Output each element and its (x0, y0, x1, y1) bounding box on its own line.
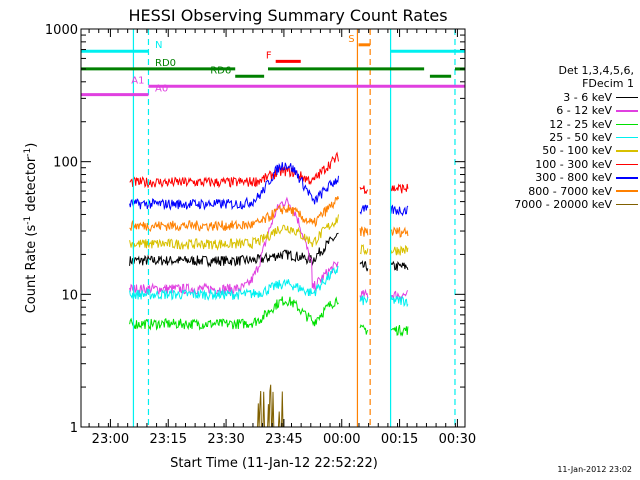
y-axis-label: Count Rate (s-1 detector-1) (23, 143, 39, 314)
y-tick-label: 100 (53, 156, 78, 171)
legend-label: 50 - 100 keV (542, 144, 612, 158)
y-axis-label-sup1: -1 (23, 216, 33, 225)
y-axis-label-sup2: -1 (23, 148, 33, 157)
x-tick-label: 23:45 (265, 432, 302, 447)
y-tick-label: 10 (61, 288, 78, 303)
legend-item: 50 - 100 keV (493, 144, 638, 157)
footer-timestamp: 11-Jan-2012 23:02 (557, 465, 632, 474)
legend-label: 6 - 12 keV (556, 104, 612, 118)
x-tick-label: 23:15 (150, 432, 187, 447)
flag-label-A1: A1 (131, 75, 144, 86)
legend-header-line-2: FDecim 1 (582, 77, 634, 91)
legend-swatch (616, 163, 638, 166)
axis-layer: 23:00 23:15 23:30 23:45 00:00 00:15 00:30 1 10 10… (45, 23, 476, 447)
series-line-800-7000-keV (129, 196, 409, 238)
x-tick-label: 23:30 (207, 432, 244, 447)
legend-label: 12 - 25 keV (549, 117, 612, 131)
legend-swatch (616, 123, 638, 126)
legend-item: 300 - 800 keV (493, 171, 638, 184)
series-line-25-50-keV (129, 265, 409, 308)
flag-label-S: S (348, 34, 354, 45)
y-tick-label: 1000 (45, 23, 78, 38)
series-line-100-300-keV (129, 151, 409, 195)
legend-swatch (616, 190, 638, 192)
legend-header-line-1: Det 1,3,4,5,6, (558, 64, 634, 77)
legend-item: 25 - 50 keV (493, 131, 638, 144)
x-tick-label: 00:30 (439, 432, 476, 447)
legend-item: 3 - 6 keV (493, 91, 638, 104)
series-line-12-25-keV (129, 296, 409, 337)
legend-label: 25 - 50 keV (549, 130, 612, 144)
series-line-50-100-keV (129, 214, 409, 256)
chart-title: HESSI Observing Summary Count Rates (128, 6, 447, 25)
flag-label-RD0: RD0 (155, 58, 176, 69)
legend-label: 100 - 300 keV (535, 157, 612, 171)
legend-item: 100 - 300 keV (493, 158, 638, 171)
legend-swatch (616, 110, 638, 112)
legend-label: 3 - 6 keV (563, 90, 612, 104)
series-line-3-6-keV (129, 232, 409, 272)
flag-label-RD6: RD6 (210, 65, 231, 76)
legend-label: 7000 - 20000 keV (514, 197, 612, 211)
legend-label: 800 - 7000 keV (528, 184, 612, 198)
flag-label-N: N (155, 40, 162, 51)
series-line-7000-20000-keV (129, 384, 408, 428)
flag-label-A0: A0 (155, 84, 168, 95)
legend-swatch (616, 150, 638, 152)
x-axis-label: Start Time (11-Jan-12 22:52:22) (170, 456, 378, 471)
x-tick-label: 23:00 (92, 432, 129, 447)
legend-swatch (616, 136, 638, 139)
flag-label-F: F (266, 50, 272, 61)
legend-item: 12 - 25 keV (493, 118, 638, 131)
legend: Det 1,3,4,5,6, FDecim 1 3 - 6 keV 6 - 12 … (493, 64, 638, 211)
y-axis-label-pre: Count Rate (s (24, 225, 39, 314)
series-layer (129, 151, 409, 428)
legend-item: 7000 - 20000 keV (493, 198, 638, 211)
legend-swatch (616, 96, 638, 99)
x-tick-label: 00:00 (323, 432, 360, 447)
y-tick-label: 1 (70, 421, 78, 436)
series-line-300-800-keV (129, 162, 409, 217)
legend-item: 800 - 7000 keV (493, 185, 638, 198)
x-tick-label: 00:15 (381, 432, 418, 447)
legend-swatch (616, 177, 638, 179)
legend-swatch (616, 203, 638, 206)
y-axis-label-post: ) (24, 143, 39, 148)
legend-label: 300 - 800 keV (535, 171, 612, 185)
legend-item: 6 - 12 keV (493, 104, 638, 117)
y-axis-label-mid: detector (24, 156, 39, 216)
plot-frame (80, 28, 466, 428)
